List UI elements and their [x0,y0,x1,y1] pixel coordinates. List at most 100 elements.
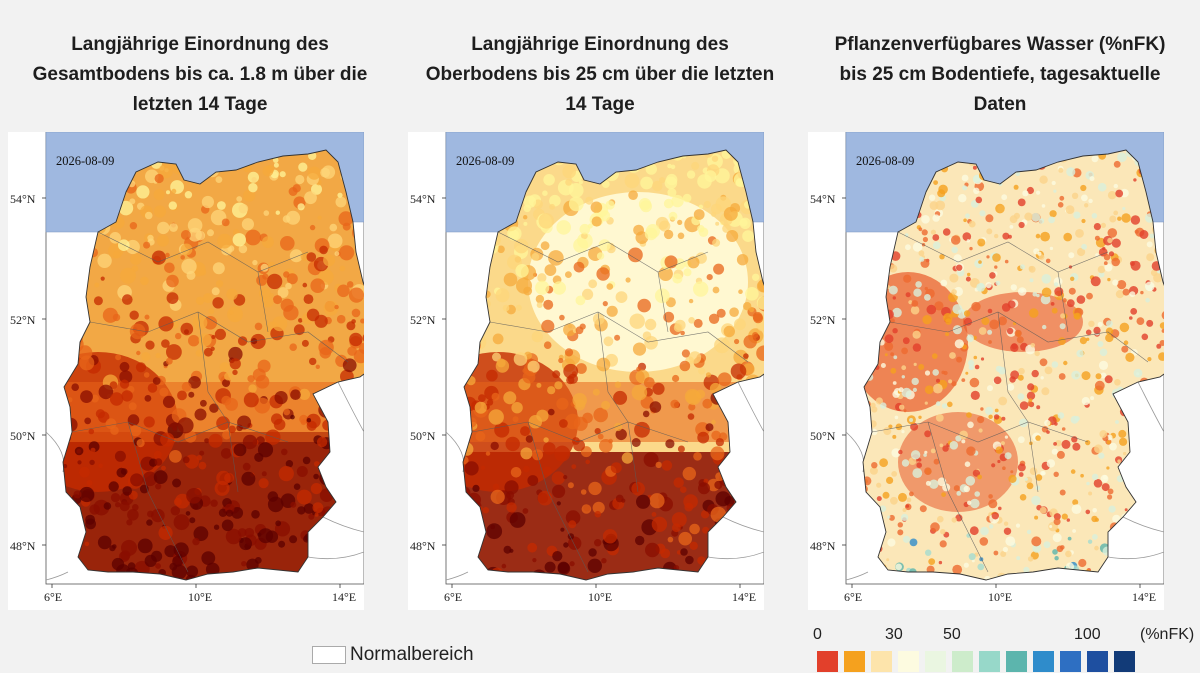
raster-cell [1062,298,1067,303]
raster-cell [596,357,611,372]
raster-cell [671,512,687,528]
raster-cell [682,193,692,203]
raster-cell [121,390,133,402]
raster-cell [978,327,987,335]
raster-cell [632,342,647,356]
raster-cell [290,501,297,508]
raster-cell [1094,444,1103,454]
raster-cell [1125,352,1135,362]
lat-label-52: 52°N [410,313,436,327]
raster-cell [580,489,587,495]
state-boundary [1057,271,1069,333]
raster-cell [1049,246,1054,251]
raster-cell [716,308,726,318]
raster-cell [1016,336,1024,344]
raster-cell [633,224,644,236]
raster-cell [216,280,224,288]
raster-cell [158,164,173,179]
raster-cell [1081,218,1086,224]
raster-cell [680,548,688,556]
raster-cell [1053,189,1057,193]
raster-cell [166,274,179,288]
raster-cell [1087,539,1093,544]
raster-cell [1072,442,1081,451]
raster-cell [275,520,282,527]
raster-cell [251,177,257,183]
raster-cell [888,285,898,295]
raster-cell [1107,488,1114,495]
state-boundary [889,311,1149,363]
raster-cell [558,357,564,364]
raster-cell [884,353,888,357]
raster-cell [977,474,982,480]
raster-cell [682,466,696,481]
raster-cell [1113,160,1121,168]
raster-cell [241,218,254,231]
neighbor-border [45,571,69,581]
raster-cell [1065,550,1072,558]
raster-cell [1081,397,1090,406]
raster-cell [262,165,274,177]
raster-cell [883,427,892,436]
raster-cell [898,449,903,455]
raster-cell [128,402,137,411]
raster-cell [289,535,298,544]
raster-cell [67,397,73,403]
raster-cell [629,313,645,329]
raster-layer [63,150,364,580]
raster-cell [1003,521,1009,526]
raster-cell [1059,323,1066,330]
raster-cell [1041,426,1049,433]
raster-cell [752,273,760,281]
raster-cell [951,517,957,523]
raster-cell [1086,292,1093,300]
lat-label-54: 54°N [10,192,36,206]
raster-cell [1026,529,1032,535]
raster-cell [293,324,305,336]
colorbar-swatch [1033,651,1054,672]
raster-cell [581,504,592,514]
raster-cell [143,372,150,378]
raster-cell [911,300,919,307]
raster-cell [1063,232,1072,242]
raster-cell [693,452,702,461]
raster-cell [200,399,207,407]
raster-cell [243,392,259,408]
raster-cell [155,483,162,490]
raster-cell [659,177,666,184]
raster-cell [296,466,308,477]
state-boundary [627,421,639,493]
map-panel-oberboden: 2026-08-09 54°N 52°N 50°N 48°N 6°E 10°E … [408,132,764,610]
raster-cell [702,398,713,409]
raster-cell [1093,479,1103,488]
raster-cell [314,461,320,467]
raster-cell [290,414,295,420]
lon-label-10: 10°E [588,590,613,604]
title-line: Gesamtbodens bis ca. 1.8 m über die [32,64,368,85]
raster-cell [1058,337,1066,346]
raster-cell [1016,556,1021,561]
raster-cell [159,387,169,397]
raster-cell [109,381,118,389]
raster-cell [568,536,582,550]
raster-cell [963,310,971,317]
raster-cell [256,274,268,286]
raster-cell [94,282,100,288]
raster-cell [335,196,347,208]
raster-cell [97,253,112,268]
date-label: 2026-08-09 [56,154,115,168]
raster-cell [1029,467,1038,476]
raster-cell [90,394,99,403]
raster-cell [279,171,286,178]
colorbar-swatch [952,651,973,672]
raster-cell [495,288,510,303]
raster-cell [1115,290,1124,299]
raster-cell [942,228,951,236]
raster-cell [1059,195,1065,201]
raster-cell [475,431,486,442]
raster-cell [906,497,912,503]
raster-cell [168,201,177,210]
raster-cell [711,211,717,217]
raster-cell [1129,316,1133,320]
raster-cell [1045,258,1051,264]
